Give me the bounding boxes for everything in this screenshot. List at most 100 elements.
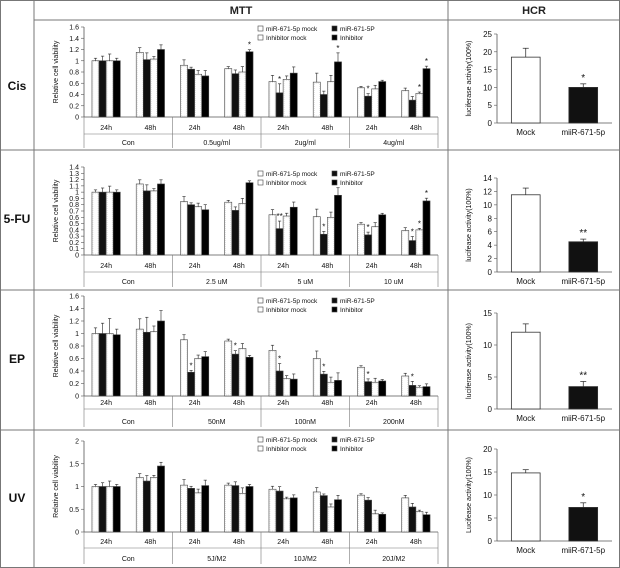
x-tick-label: Mock bbox=[516, 277, 536, 286]
chart-layer: 0 0.2 0.4 0.6 0.8 1 1.2 1.4 1.6 Relative cell via… bbox=[53, 25, 612, 564]
row-label-ep: EP bbox=[9, 352, 25, 366]
y-tick-label: 0.9 bbox=[69, 196, 79, 203]
bar-mir-671-5p-mock bbox=[180, 484, 188, 533]
y-tick-label: 0 bbox=[488, 537, 493, 546]
y-tick-label: 0.4 bbox=[69, 369, 79, 376]
y-tick-label: 0.8 bbox=[69, 70, 79, 77]
hcr-plot-hcr-ep: 0 5 10 15 luciferase activity(100%) Mock ** mii… bbox=[466, 309, 612, 423]
x-tick-label: 48h bbox=[322, 400, 334, 407]
bar-texture bbox=[358, 88, 364, 117]
bar-texture bbox=[372, 227, 378, 255]
legend-label: Inhibitor mock bbox=[266, 307, 307, 314]
bar-texture bbox=[151, 478, 157, 532]
bar-texture bbox=[416, 230, 423, 255]
bar-inhibitor bbox=[289, 206, 298, 256]
bar-inhibitor bbox=[112, 191, 121, 256]
y-tick-label: 25 bbox=[483, 30, 492, 39]
bar-inhibitor bbox=[245, 486, 254, 533]
bar-mock bbox=[510, 472, 541, 542]
y-tick-label: 1.3 bbox=[69, 171, 79, 178]
y-tick-label: 1.2 bbox=[69, 319, 79, 326]
legend-swatch bbox=[331, 34, 338, 41]
hcr-header: HCR bbox=[522, 5, 546, 17]
bar-texture bbox=[402, 91, 408, 117]
y-tick-label: 0 bbox=[488, 405, 493, 414]
bar-inhibitor bbox=[422, 200, 431, 256]
bar-inhibitor bbox=[378, 81, 387, 118]
bar-texture bbox=[239, 494, 246, 532]
bar-inhibitor bbox=[245, 356, 254, 397]
bar-inhibitor bbox=[157, 465, 165, 533]
bar-texture bbox=[314, 492, 320, 532]
legend-label: miR-671-5P bbox=[340, 298, 375, 305]
bar-texture bbox=[137, 329, 143, 396]
legend-swatch bbox=[331, 170, 338, 177]
bar-mir-671-5p bbox=[275, 370, 284, 397]
bar-mock bbox=[510, 194, 541, 273]
y-axis-label: Lucifease activity(100%) bbox=[466, 457, 473, 533]
x-tick-label: miiR-671-5p bbox=[561, 414, 605, 423]
bar-inhibitor bbox=[245, 182, 254, 256]
group-label: Con bbox=[122, 279, 135, 286]
bar-mir-671-5p bbox=[231, 353, 240, 397]
bar-mir-671-5p-mock bbox=[224, 484, 233, 533]
bar-texture bbox=[358, 368, 364, 396]
bar-inhibitor bbox=[201, 485, 210, 533]
legend-label: miR-671-5p mock bbox=[266, 437, 318, 444]
y-tick-label: 5 bbox=[488, 373, 493, 382]
x-tick-label: 48h bbox=[233, 263, 245, 270]
legend-swatch bbox=[331, 445, 338, 452]
significance-star: * bbox=[278, 75, 281, 84]
y-tick-label: 0.7 bbox=[69, 209, 79, 216]
legend: miR-671-5p mock miR-671-5P Inhibitor mock I… bbox=[257, 25, 375, 42]
x-tick-label: 24h bbox=[100, 400, 112, 407]
bar-inhibitor bbox=[157, 320, 165, 397]
bar-mir-671-5p bbox=[408, 240, 417, 256]
bar-inhibitor bbox=[334, 380, 342, 397]
legend-label: miR-671-5P bbox=[340, 437, 375, 444]
significance-star: * bbox=[581, 492, 585, 503]
bar-inhibitor-mock bbox=[282, 215, 291, 256]
bar-texture bbox=[225, 69, 231, 117]
x-tick-label: 24h bbox=[189, 400, 201, 407]
bar-mir-671-5p bbox=[98, 191, 107, 256]
significance-star: * bbox=[425, 189, 428, 198]
bar-texture bbox=[283, 216, 290, 255]
significance-star: * bbox=[411, 228, 414, 237]
group-label: 200nM bbox=[383, 419, 405, 426]
y-tick-label: 1.1 bbox=[69, 183, 79, 190]
y-tick-label: 0.8 bbox=[69, 344, 79, 351]
x-tick-label: Mock bbox=[516, 128, 536, 137]
x-tick-label: 24h bbox=[366, 539, 378, 546]
bar-mock bbox=[510, 331, 541, 410]
significance-star: ** bbox=[579, 370, 587, 381]
y-tick-label: 14 bbox=[483, 174, 492, 183]
x-tick-label: 24h bbox=[366, 125, 378, 132]
bar-texture bbox=[328, 218, 334, 255]
bar-texture bbox=[106, 61, 113, 117]
significance-star: * bbox=[336, 44, 339, 53]
bar-texture bbox=[137, 53, 143, 117]
bar-inhibitor bbox=[378, 214, 387, 256]
y-tick-label: 0.8 bbox=[69, 202, 79, 209]
bar-mir-671-5p bbox=[568, 241, 599, 273]
bar-inhibitor bbox=[112, 60, 121, 118]
legend-label: Inhibitor bbox=[340, 180, 364, 187]
x-tick-label: 48h bbox=[145, 263, 157, 270]
y-tick-label: 10 bbox=[483, 201, 492, 210]
group-label: 2.5 uM bbox=[206, 279, 228, 286]
x-tick-label: 24h bbox=[277, 263, 289, 270]
bar-texture bbox=[402, 231, 408, 255]
bar-mock bbox=[510, 56, 541, 124]
x-tick-label: 48h bbox=[145, 125, 157, 132]
y-tick-label: 0.2 bbox=[69, 240, 79, 247]
y-tick-label: 0 bbox=[488, 268, 493, 277]
bar-mir-671-5p bbox=[319, 94, 328, 118]
y-tick-label: 0.4 bbox=[69, 92, 79, 99]
bar-mir-671-5p bbox=[231, 210, 240, 256]
bar-texture bbox=[181, 340, 187, 396]
legend-swatch bbox=[331, 25, 338, 32]
bar-texture bbox=[358, 495, 364, 532]
bar-inhibitor bbox=[289, 72, 298, 118]
